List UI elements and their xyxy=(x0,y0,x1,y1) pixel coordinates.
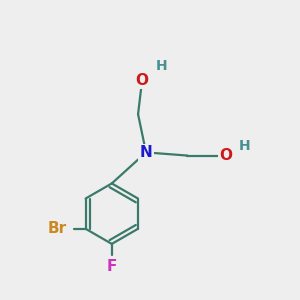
Text: O: O xyxy=(136,73,148,88)
Text: O: O xyxy=(219,148,232,163)
Text: Br: Br xyxy=(47,221,67,236)
Text: F: F xyxy=(106,259,117,274)
Text: H: H xyxy=(155,59,167,74)
Text: H: H xyxy=(239,139,250,153)
Text: N: N xyxy=(140,145,152,160)
